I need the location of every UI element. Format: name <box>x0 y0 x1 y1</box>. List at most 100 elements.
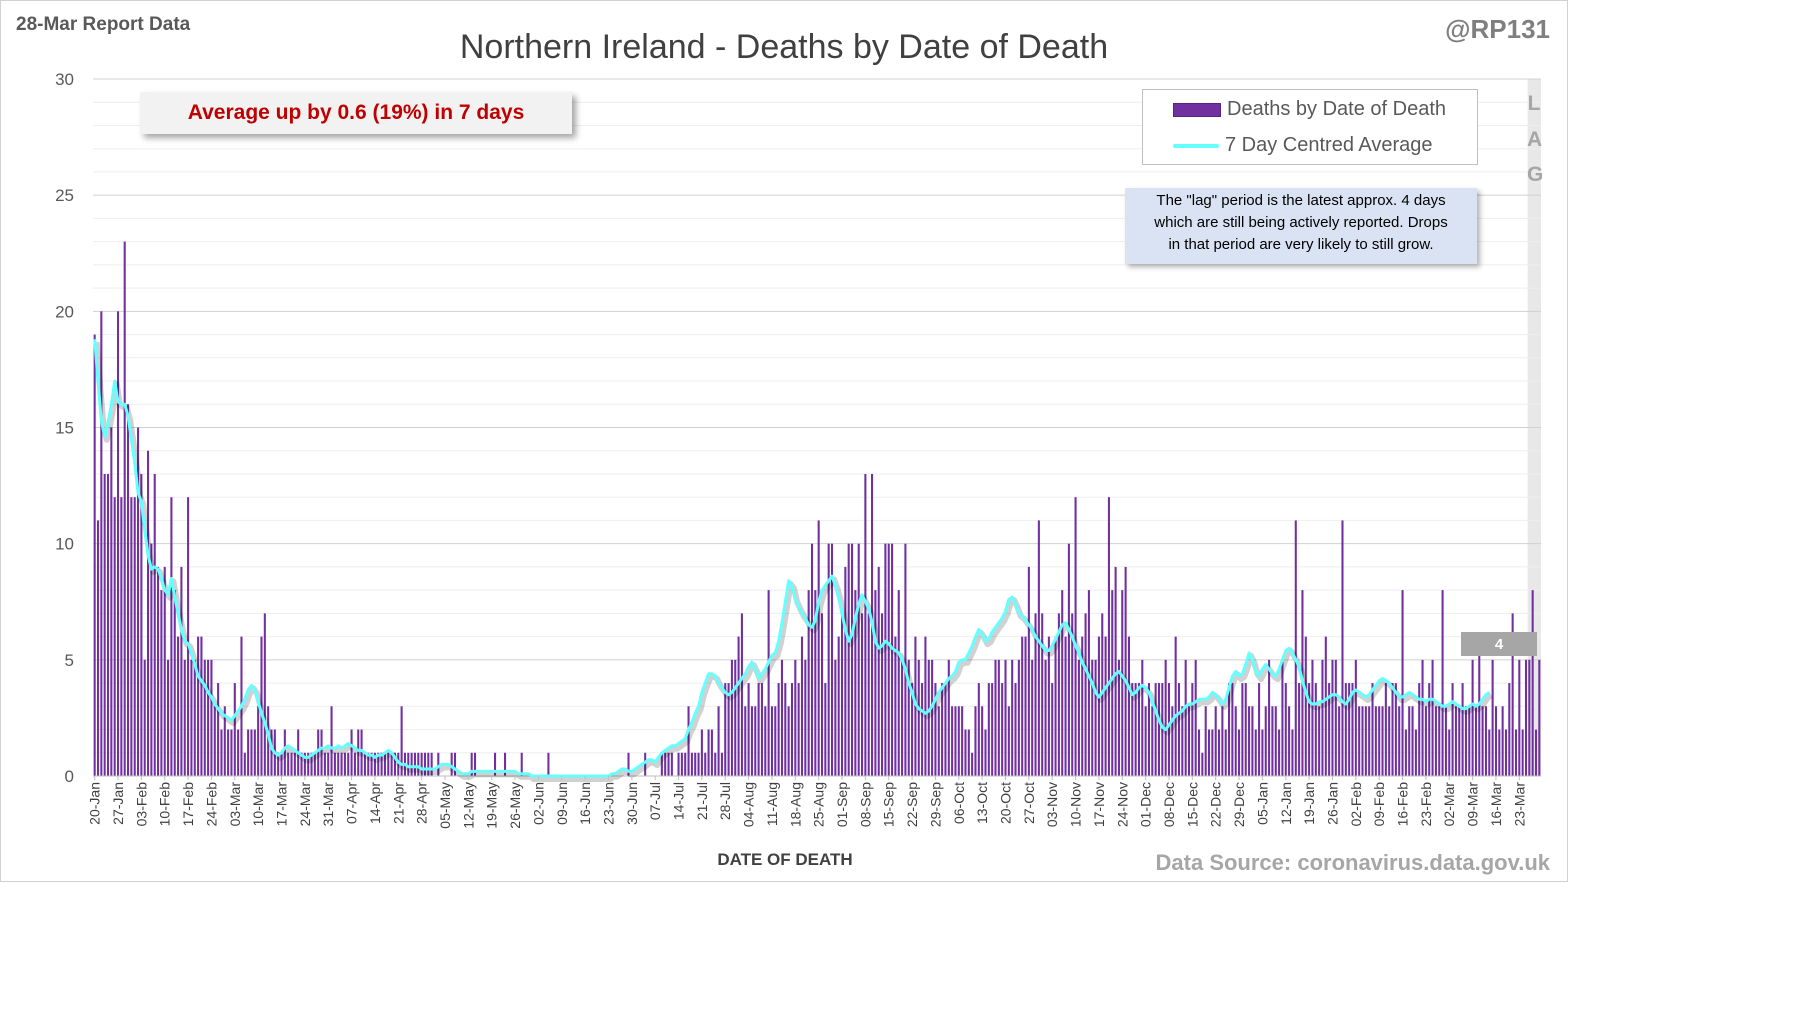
death-bar <box>410 752 413 776</box>
death-bar <box>937 706 940 776</box>
death-bar <box>140 473 143 776</box>
death-bar <box>1461 683 1464 776</box>
death-bar <box>200 636 203 776</box>
death-bar <box>390 752 393 776</box>
death-bar <box>951 706 954 776</box>
x-tick-label: 24-Nov <box>1114 782 1130 827</box>
lag-note-line: in that period are very likely to still … <box>1168 236 1434 253</box>
x-tick-label: 14-Apr <box>367 782 383 824</box>
death-bar <box>1268 659 1271 776</box>
y-tick-label: 5 <box>65 651 74 670</box>
death-bar <box>1228 683 1231 776</box>
death-bar <box>123 241 126 777</box>
death-bar <box>1434 706 1437 776</box>
x-tick-label: 07-Apr <box>344 782 360 824</box>
death-bar <box>280 752 283 776</box>
y-tick-label: 0 <box>65 767 74 786</box>
death-bar <box>1408 706 1411 776</box>
death-bar <box>380 752 383 776</box>
death-bar <box>774 706 777 776</box>
death-bar <box>1004 659 1007 776</box>
death-bar <box>1281 659 1284 776</box>
death-bar <box>1001 683 1004 776</box>
death-bar <box>1214 706 1217 776</box>
death-bar <box>1421 659 1424 776</box>
death-bar <box>1067 543 1070 776</box>
death-bar <box>1134 683 1137 776</box>
x-tick-label: 19-May <box>484 782 500 829</box>
death-bar <box>921 683 924 776</box>
death-bar <box>1338 706 1341 776</box>
lag-note: The "lag" period is the latest approx. 4… <box>1125 188 1477 264</box>
x-tick-label: 08-Sep <box>857 782 873 827</box>
death-bar <box>857 543 860 776</box>
death-bar <box>183 659 186 776</box>
death-bar <box>817 520 820 776</box>
death-bar <box>1011 659 1014 776</box>
death-bar <box>804 659 807 776</box>
death-bar <box>1054 636 1057 776</box>
death-bar <box>197 636 200 776</box>
death-bar <box>894 636 897 776</box>
death-bar <box>1498 729 1501 776</box>
death-bar <box>837 636 840 776</box>
death-bar <box>1191 683 1194 776</box>
x-tick-label: 03-Nov <box>1044 782 1060 827</box>
death-bar <box>1278 729 1281 776</box>
death-bar <box>1451 683 1454 776</box>
death-bar <box>1184 659 1187 776</box>
death-bar <box>714 752 717 776</box>
death-bar <box>323 752 326 776</box>
death-bar <box>1061 590 1064 776</box>
death-bar <box>961 706 964 776</box>
x-tick-label: 17-Nov <box>1091 782 1107 827</box>
death-bar <box>230 729 233 776</box>
death-bar <box>106 473 110 776</box>
death-bar <box>203 659 206 776</box>
x-tick-label: 10-Mar <box>250 782 266 827</box>
death-bar <box>1344 683 1347 776</box>
death-bar <box>1041 613 1044 776</box>
death-bar <box>420 752 423 776</box>
legend-bars-label: Deaths by Date of Death <box>1227 98 1447 120</box>
death-bar <box>987 683 990 776</box>
death-bar <box>717 706 720 776</box>
x-tick-label: 15-Dec <box>1184 782 1200 827</box>
death-bar <box>193 659 196 776</box>
death-bar <box>901 659 904 776</box>
death-bar <box>1017 659 1020 776</box>
death-bar <box>1381 706 1384 776</box>
death-bar <box>1027 566 1030 776</box>
death-bar <box>1147 683 1151 776</box>
death-bar <box>147 450 150 776</box>
death-bar <box>130 497 133 776</box>
x-tick-label: 27-Jan <box>110 782 126 825</box>
x-tick-label: 06-Oct <box>951 782 967 824</box>
death-bar <box>547 752 550 776</box>
x-tick-label: 16-Feb <box>1395 782 1411 827</box>
death-bar <box>664 752 667 776</box>
x-tick-label: 28-Apr <box>414 782 430 824</box>
death-bar <box>847 543 850 776</box>
death-bar <box>1384 683 1387 776</box>
x-tick-label: 14-Jul <box>671 782 687 820</box>
death-bar <box>1091 659 1094 776</box>
average-change-callout: Average up by 0.6 (19%) in 7 days <box>140 92 572 134</box>
death-bar <box>1424 706 1427 776</box>
death-bar <box>720 752 723 776</box>
death-bar <box>173 590 176 776</box>
death-bar <box>1177 683 1181 776</box>
death-bar <box>727 683 730 776</box>
x-tick-label: 12-May <box>460 782 476 829</box>
x-tick-label: 26-Jan <box>1324 782 1340 825</box>
death-bar <box>293 752 296 776</box>
death-bar <box>520 752 523 776</box>
death-bar <box>1418 683 1421 776</box>
death-bar <box>1121 590 1124 776</box>
death-bar <box>1501 706 1504 776</box>
death-bar <box>1151 706 1154 776</box>
death-bar <box>1361 706 1364 776</box>
death-bar <box>1438 706 1441 776</box>
death-bar <box>1081 636 1084 776</box>
death-bar <box>387 752 390 776</box>
